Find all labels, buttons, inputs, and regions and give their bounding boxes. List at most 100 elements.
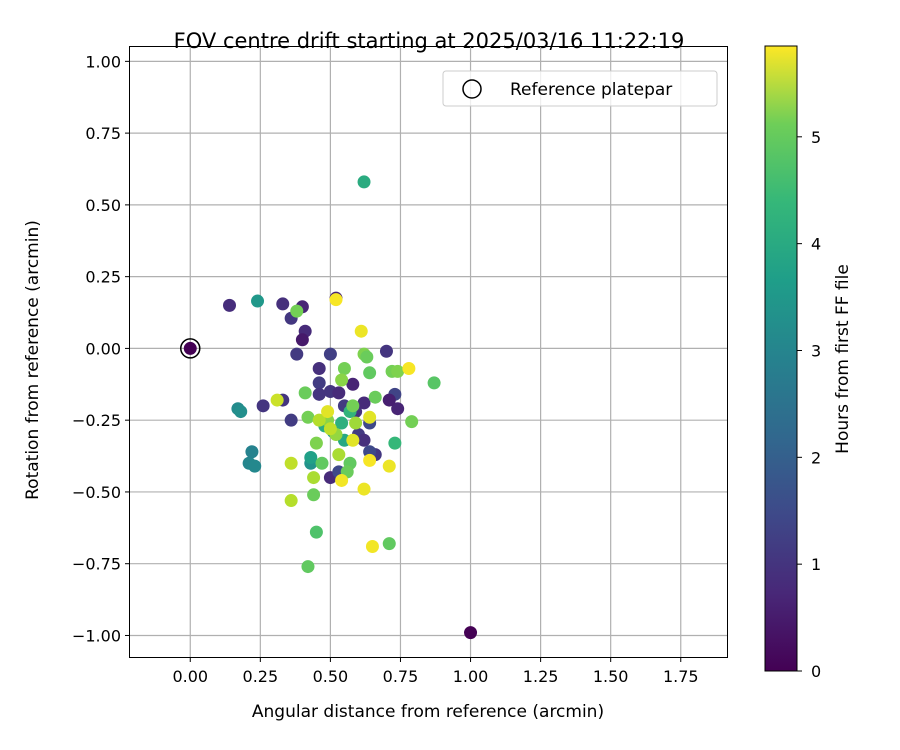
legend-box	[442, 70, 718, 107]
y-tick-label: 1.00	[85, 52, 121, 71]
data-point	[363, 453, 377, 467]
data-point	[183, 341, 197, 355]
data-point	[379, 344, 393, 358]
data-point	[323, 347, 337, 361]
data-point	[248, 459, 262, 473]
data-points	[180, 175, 478, 640]
data-point	[223, 298, 236, 312]
data-point	[346, 377, 360, 391]
data-point	[312, 387, 326, 401]
data-point	[307, 471, 321, 485]
data-point	[349, 416, 363, 430]
data-point	[346, 399, 360, 413]
data-point	[335, 473, 349, 487]
colorbar-tick-label: 3	[811, 341, 821, 360]
data-point	[332, 448, 346, 462]
data-point	[402, 362, 416, 376]
data-point	[391, 402, 405, 416]
data-point	[382, 459, 396, 473]
colorbar-ticks: 0 1 2 3 4 5	[797, 128, 821, 681]
colorbar-label: Hours from first FF file	[833, 264, 853, 454]
y-tick-label: −0.75	[72, 555, 121, 574]
data-point	[464, 626, 478, 640]
data-point	[357, 482, 371, 496]
data-point	[357, 433, 371, 447]
colorbar-tick-label: 2	[811, 448, 821, 467]
data-point	[284, 494, 298, 508]
data-point	[295, 333, 309, 347]
colorbar-tick-label: 1	[811, 555, 821, 574]
data-point	[391, 364, 405, 378]
x-tick-label: 0.50	[313, 667, 349, 686]
axis-ticks: 0.00 0.25 0.50 0.75 1.00 1.25 1.50 1.75 1.00 0.75…	[72, 52, 699, 686]
data-point	[301, 560, 315, 574]
data-point	[298, 386, 312, 400]
data-point	[337, 362, 351, 376]
x-tick-label: 1.00	[453, 667, 489, 686]
data-point	[335, 416, 349, 430]
data-point	[427, 376, 441, 390]
data-point	[290, 304, 304, 318]
data-point	[276, 297, 290, 311]
y-tick-label: −1.00	[72, 626, 121, 645]
x-tick-label: 1.50	[593, 667, 629, 686]
data-point	[307, 488, 321, 502]
colorbar-tick-label: 0	[811, 662, 821, 681]
x-tick-label: 0.25	[243, 667, 279, 686]
data-point	[309, 525, 323, 539]
data-point	[321, 405, 335, 419]
y-axis-label: Rotation from reference (arcmin)	[23, 220, 43, 500]
data-point	[365, 539, 379, 553]
data-point	[382, 393, 396, 407]
data-point	[301, 410, 315, 424]
data-point	[332, 386, 346, 400]
data-point	[363, 410, 377, 424]
y-tick-label: 0.75	[85, 124, 121, 143]
data-point	[312, 413, 326, 427]
legend-label: Reference platepar	[510, 80, 672, 100]
colorbar-tick-label: 5	[811, 128, 821, 147]
data-point	[335, 373, 349, 387]
data-point	[284, 456, 298, 470]
data-point	[304, 450, 318, 464]
y-tick-label: 0.00	[85, 339, 121, 358]
x-tick-label: 0.75	[383, 667, 419, 686]
data-point	[251, 294, 265, 308]
reference-platepar-marker	[180, 338, 201, 359]
x-axis-label: Angular distance from reference (arcmin)	[252, 702, 604, 722]
data-point	[323, 422, 337, 436]
data-point	[329, 293, 343, 307]
y-tick-label: −0.50	[72, 483, 121, 502]
y-tick-label: 0.50	[85, 196, 121, 215]
data-point	[388, 436, 402, 450]
data-point	[346, 433, 360, 447]
legend: Reference platepar	[442, 70, 718, 107]
data-point	[357, 396, 371, 410]
plot-frame	[129, 46, 728, 658]
colorbar-gradient	[764, 45, 798, 672]
data-point	[256, 399, 270, 413]
data-point	[368, 390, 382, 404]
data-point	[309, 436, 323, 450]
grid-lines	[130, 47, 727, 657]
data-point	[312, 362, 326, 376]
x-tick-label: 0.00	[172, 667, 208, 686]
data-point	[312, 376, 326, 390]
data-point	[245, 445, 259, 459]
legend-marker-circle-icon	[462, 79, 482, 99]
chart-title: FOV centre drift starting at 2025/03/16 …	[174, 29, 685, 53]
x-tick-label: 1.75	[663, 667, 699, 686]
data-point	[357, 175, 371, 189]
data-point	[354, 324, 368, 338]
data-point	[360, 350, 374, 364]
y-tick-label: −0.25	[72, 411, 121, 430]
data-point	[234, 405, 248, 419]
colorbar-tick-label: 4	[811, 235, 821, 254]
data-point	[290, 347, 304, 361]
data-point	[270, 393, 284, 407]
data-point	[315, 456, 329, 470]
data-point	[382, 537, 396, 551]
colorbar: 0 1 2 3 4 5 Hours from first FF file	[764, 45, 853, 681]
data-point	[363, 366, 377, 380]
